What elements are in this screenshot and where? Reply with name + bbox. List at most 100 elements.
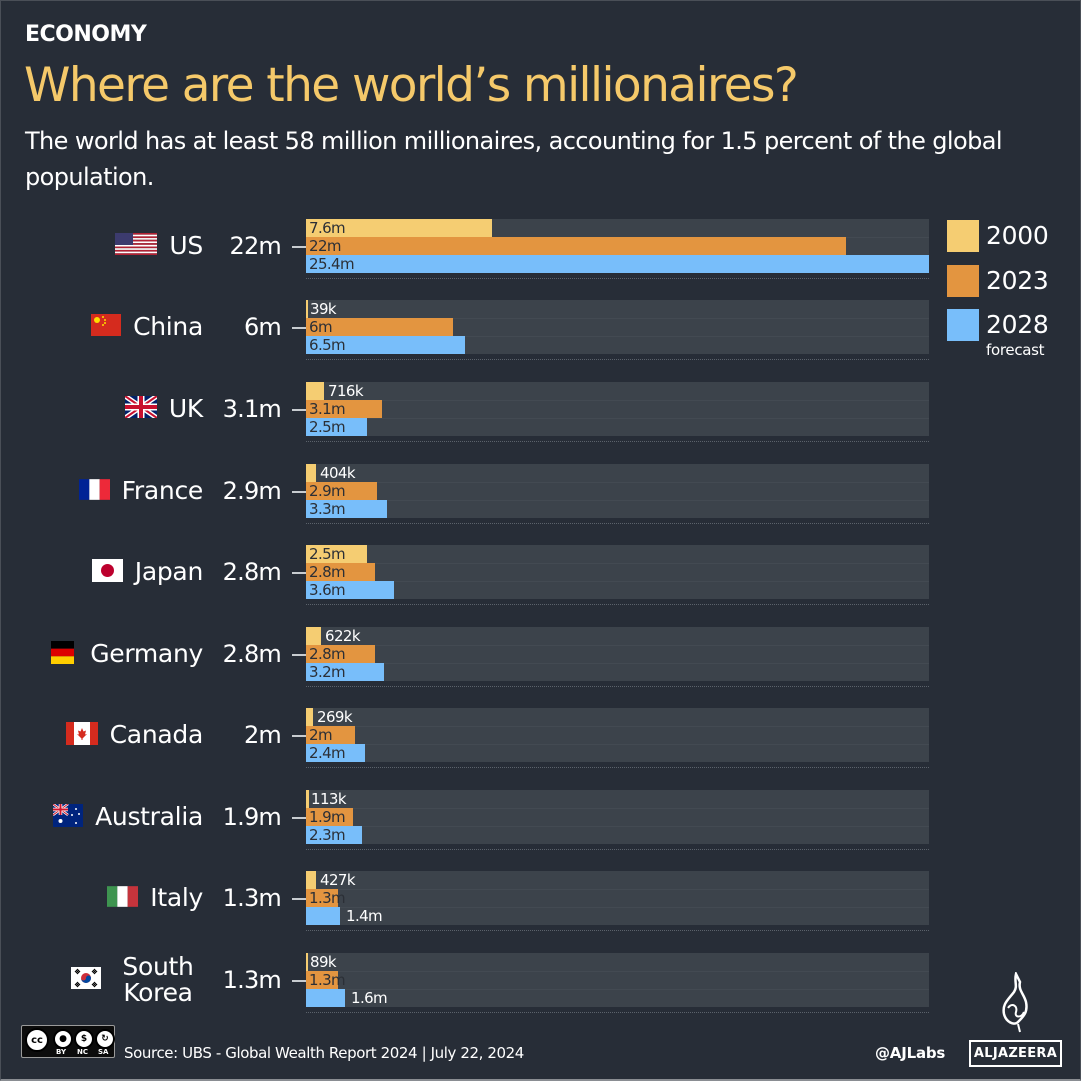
uk-flag-icon	[124, 396, 157, 422]
tick-mark	[292, 409, 306, 411]
bar-2023[interactable]	[306, 482, 377, 500]
bar-2028[interactable]	[306, 255, 929, 273]
legend-swatch-2000	[947, 220, 979, 252]
bar-2000[interactable]	[306, 219, 492, 237]
chart-title: Where are the world’s millionaires?	[24, 58, 799, 113]
nc-label: NC	[77, 1048, 88, 1056]
bar-2023[interactable]	[306, 645, 375, 663]
bar-2000[interactable]	[306, 953, 308, 971]
bar-value-label: 427k	[320, 871, 356, 889]
creative-commons-badge[interactable]: cc ● $ ↻ BY NC SA	[21, 1025, 115, 1058]
bar-value-label: 39k	[310, 300, 337, 318]
country-name: Italy	[150, 883, 203, 912]
country-name: China	[133, 312, 203, 341]
chart-row-uk: UK 3.1m 716k 3.1m 2.5m	[0, 382, 1081, 448]
bar-2000[interactable]	[306, 790, 309, 808]
bar-track	[306, 790, 929, 844]
legend-label: 2000	[986, 221, 1049, 250]
legend-label: 2028	[986, 310, 1049, 339]
country-label: South Korea	[71, 953, 203, 1007]
bar-2023[interactable]	[306, 971, 338, 989]
bar-value-label: 3.3m	[309, 500, 346, 518]
total-2023-value: 6m	[243, 313, 282, 341]
italy-flag-icon	[107, 885, 139, 912]
bar-2028[interactable]	[306, 744, 365, 762]
country-name: Canada	[109, 720, 204, 749]
bar-2000[interactable]	[306, 627, 321, 645]
source-note: Source: UBS - Global Wealth Report 2024 …	[124, 1044, 524, 1062]
bar-track	[306, 708, 929, 762]
bar-2028[interactable]	[306, 581, 394, 599]
section-kicker: ECONOMY	[25, 22, 147, 47]
tick-mark	[292, 491, 306, 493]
row-divider	[306, 767, 929, 768]
bar-value-label: 2.5m	[309, 418, 346, 436]
bar-value-label: 404k	[320, 464, 356, 482]
bar-2028[interactable]	[306, 418, 367, 436]
country-label: China	[91, 300, 203, 354]
total-2023-value: 2.8m	[222, 640, 282, 668]
legend-item-2023: 2023	[947, 265, 1049, 297]
bar-2000[interactable]	[306, 545, 367, 563]
chart-row-france: France 2.9m 404k 2.9m 3.3m	[0, 464, 1081, 530]
nc-icon: $	[74, 1029, 94, 1049]
bar-value-label: 2.8m	[309, 563, 346, 581]
bar-value-label: 1.9m	[309, 808, 346, 826]
sa-label: SA	[98, 1048, 109, 1056]
country-label: Japan	[91, 545, 203, 599]
legend-swatch-2028	[947, 309, 979, 341]
bar-2023[interactable]	[306, 400, 382, 418]
bar-2000[interactable]	[306, 871, 316, 889]
bar-value-label: 113k	[311, 790, 347, 808]
bar-value-label: 3.6m	[309, 581, 346, 599]
country-name: Germany	[90, 639, 203, 668]
row-divider	[306, 1012, 929, 1013]
tick-mark	[292, 246, 306, 248]
ajlabs-handle[interactable]: @AJLabs	[875, 1044, 946, 1062]
bar-value-label: 3.1m	[309, 400, 346, 418]
chart-row-china: China 6m 39k 6m 6.5m	[0, 300, 1081, 366]
bar-2023[interactable]	[306, 237, 846, 255]
country-name: US	[169, 231, 203, 260]
bar-2023[interactable]	[306, 563, 375, 581]
bar-2023[interactable]	[306, 808, 353, 826]
total-2023-value: 2.8m	[222, 558, 282, 586]
bar-2023[interactable]	[306, 318, 453, 336]
row-divider	[306, 523, 929, 524]
tick-mark	[292, 572, 306, 574]
tick-mark	[292, 327, 306, 329]
bar-value-label: 22m	[309, 237, 342, 255]
bar-value-label: 2m	[309, 726, 333, 744]
country-label: Germany	[47, 627, 203, 681]
bar-2000[interactable]	[306, 382, 324, 400]
tick-mark	[292, 898, 306, 900]
legend-item-2000: 2000	[947, 220, 1049, 252]
bar-2000[interactable]	[306, 300, 308, 318]
country-name: France	[121, 476, 204, 505]
bar-value-label: 716k	[328, 382, 364, 400]
total-2023-value: 1.3m	[222, 966, 282, 994]
bar-track	[306, 953, 929, 1007]
bar-2000[interactable]	[306, 464, 316, 482]
chart-row-australia: Australia 1.9m 113k 1.9m 2.3m	[0, 790, 1081, 856]
chart-row-us: US 22m 7.6m 22m 25.4m	[0, 219, 1081, 285]
bar-2028[interactable]	[306, 989, 345, 1007]
bar-2028[interactable]	[306, 336, 465, 354]
bar-value-label: 7.6m	[309, 219, 346, 237]
bar-2028[interactable]	[306, 500, 387, 518]
al-jazeera-calligraphy-logo-icon	[1002, 972, 1028, 1033]
total-2023-value: 1.3m	[222, 884, 282, 912]
country-label: US	[115, 219, 203, 273]
row-divider	[306, 686, 929, 687]
bar-value-label: 1.3m	[309, 889, 346, 907]
germany-flag-icon	[47, 640, 78, 668]
row-divider	[306, 849, 929, 850]
bar-value-label: 2.9m	[309, 482, 346, 500]
bar-2023[interactable]	[306, 889, 338, 907]
france-flag-icon	[78, 478, 110, 505]
bar-2023[interactable]	[306, 726, 355, 744]
bar-2028[interactable]	[306, 826, 362, 844]
bar-2028[interactable]	[306, 907, 340, 925]
bar-2000[interactable]	[306, 708, 313, 726]
bar-2028[interactable]	[306, 663, 384, 681]
